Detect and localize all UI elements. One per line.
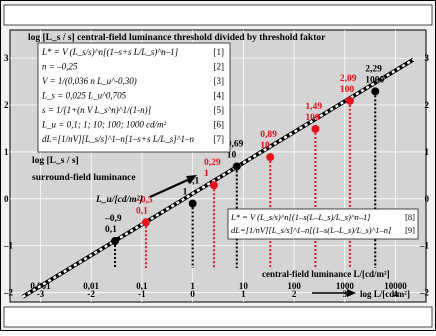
x-top-tick-label: 100 bbox=[287, 281, 301, 291]
x-tick-label: 0 bbox=[190, 289, 195, 299]
point-black bbox=[188, 199, 197, 208]
data-points bbox=[111, 87, 380, 246]
point-black bbox=[371, 87, 380, 96]
label-top-black: –0,9 bbox=[104, 214, 122, 224]
y-tick-label: 3 bbox=[4, 53, 9, 63]
y-tick-label-right: 1 bbox=[425, 147, 430, 157]
x-label-arrow-head bbox=[347, 289, 356, 297]
y-tick-label-right: 2 bbox=[425, 100, 430, 110]
x-tick-label: -2 bbox=[87, 289, 95, 299]
point-black bbox=[111, 237, 120, 246]
equation-left-text: L* = V (L_s/s)^n[(1–s+s L/L_s)^n–1] bbox=[41, 47, 179, 57]
x-tick-label: 4 bbox=[393, 289, 398, 299]
y-tick-label: 0 bbox=[4, 194, 9, 204]
x-top-tick-label: 10000 bbox=[384, 281, 407, 291]
label-top-red: 0,89 bbox=[260, 130, 277, 140]
equation-left-num: [3] bbox=[214, 76, 225, 86]
equation-left-num: [2] bbox=[214, 62, 225, 72]
y-tick-label-right: –2 bbox=[419, 288, 430, 298]
equation-left-num: [1] bbox=[214, 47, 225, 57]
label-top-red: 0,29 bbox=[204, 158, 221, 168]
point-red bbox=[266, 153, 275, 162]
chart-title: log [L_s / s] central-field luminance th… bbox=[28, 33, 326, 43]
point-red bbox=[345, 96, 354, 105]
x-top-tick-label: 10 bbox=[239, 281, 249, 291]
label-top-red: 2,09 bbox=[340, 74, 357, 84]
point-red bbox=[141, 218, 150, 227]
equation-left-text: V = 1/(0,036 n L_u^-0,30) bbox=[42, 76, 137, 86]
equations-right: L* = V (L_s/s)^n[(1–s(L–L_s)/L_s)^n–1] [8… bbox=[230, 212, 415, 235]
surround-unit-label: L_u/[cd/m²] bbox=[95, 195, 143, 205]
point-red bbox=[311, 124, 320, 133]
y-tick-label: –2 bbox=[3, 288, 14, 298]
x-tick-label: -3 bbox=[37, 289, 45, 299]
equation-right-num: [9] bbox=[405, 225, 415, 235]
x-top-axis-label: central-field luminance L/[cd/m²] bbox=[262, 269, 390, 279]
header-strip bbox=[3, 4, 433, 26]
equation-left-text: n = –0,25 bbox=[42, 62, 78, 72]
label-top-red: –0,5 bbox=[135, 195, 153, 205]
point-red bbox=[209, 181, 218, 190]
label-bottom-black: 1000 bbox=[365, 75, 384, 85]
surround-arrow-head bbox=[186, 175, 197, 184]
equation-right-text: L* = V (L_s/s)^n[(1–s(L–L_s)/L_s)^n–1] bbox=[230, 212, 371, 222]
label-bottom-red: 100 bbox=[305, 113, 320, 123]
label-bottom-red: 1 bbox=[204, 169, 209, 179]
x-axis-label: log L/[cd/m²] bbox=[360, 289, 410, 299]
surround-arrow bbox=[149, 176, 193, 199]
y-axis-label: log [L_s / s] bbox=[32, 156, 79, 166]
equations-left: L* = V (L_s/s)^n[(1–s+s L/L_s)^n–1] [1] n … bbox=[41, 47, 224, 144]
x-top-tick-label: 0,1 bbox=[136, 281, 148, 291]
y-tick-label-right: 3 bbox=[425, 53, 430, 63]
equation-left-num: [7] bbox=[214, 134, 225, 144]
dotted-guides bbox=[114, 91, 377, 268]
equation-left-num: [5] bbox=[214, 105, 225, 115]
equation-left-text: L_u = 0,1; 1; 10; 100; 1000 cd/m² bbox=[41, 120, 167, 130]
x-top-tick-label: 1 bbox=[190, 281, 195, 291]
y-tick-label: 2 bbox=[4, 100, 9, 110]
label-bottom-black: 0,1 bbox=[105, 225, 117, 235]
equation-box-left bbox=[37, 42, 231, 153]
x-top-tick-label: 0,01 bbox=[83, 281, 99, 291]
equation-left-num: [6] bbox=[214, 120, 225, 130]
equation-box-right bbox=[227, 208, 419, 240]
x-tick-label: 3 bbox=[343, 289, 348, 299]
surround-label: surround-field luminance bbox=[32, 173, 136, 183]
label-bottom-red: 100 bbox=[340, 85, 355, 95]
y-tick-label: –1 bbox=[3, 241, 14, 251]
label-bottom-red: 0,1 bbox=[136, 206, 148, 216]
y-tick-label-right: 0 bbox=[425, 194, 430, 204]
equation-left-text: L_s = 0,025 L_u^0,705 bbox=[41, 91, 127, 101]
point-black bbox=[232, 162, 241, 171]
label-bottom-black: 10 bbox=[227, 150, 237, 160]
equation-left-num: [4] bbox=[214, 91, 225, 101]
footer-strip bbox=[3, 306, 433, 328]
label-top-red: 1,49 bbox=[305, 102, 322, 112]
x-tick-label: 1 bbox=[241, 289, 246, 299]
equation-left-text: dL=[1/nV][L_s/s]^1–n[1–s+s L/L_s]^1–n bbox=[42, 134, 195, 144]
equation-left-text: s = 1/[1+(n V L_s^n)^1/(1-n)] bbox=[42, 105, 152, 115]
x-tick-label: 2 bbox=[292, 289, 297, 299]
x-top-tick-label: 1000 bbox=[336, 281, 355, 291]
x-tick-label: -1 bbox=[138, 289, 146, 299]
label-bottom-black: 1 bbox=[183, 188, 188, 198]
label-top-black: 0,69 bbox=[227, 139, 244, 149]
y-tick-label: 1 bbox=[4, 147, 9, 157]
equation-right-num: [8] bbox=[405, 212, 415, 222]
label-top-black: 2,29 bbox=[365, 64, 382, 74]
equation-right-text: dL=[1/nV][L_s/s]^1–n[(1–s(L–L_s)/L_s)^1–… bbox=[231, 225, 391, 235]
label-bottom-red: 10 bbox=[260, 141, 270, 151]
y-tick-label-right: –1 bbox=[419, 241, 430, 251]
